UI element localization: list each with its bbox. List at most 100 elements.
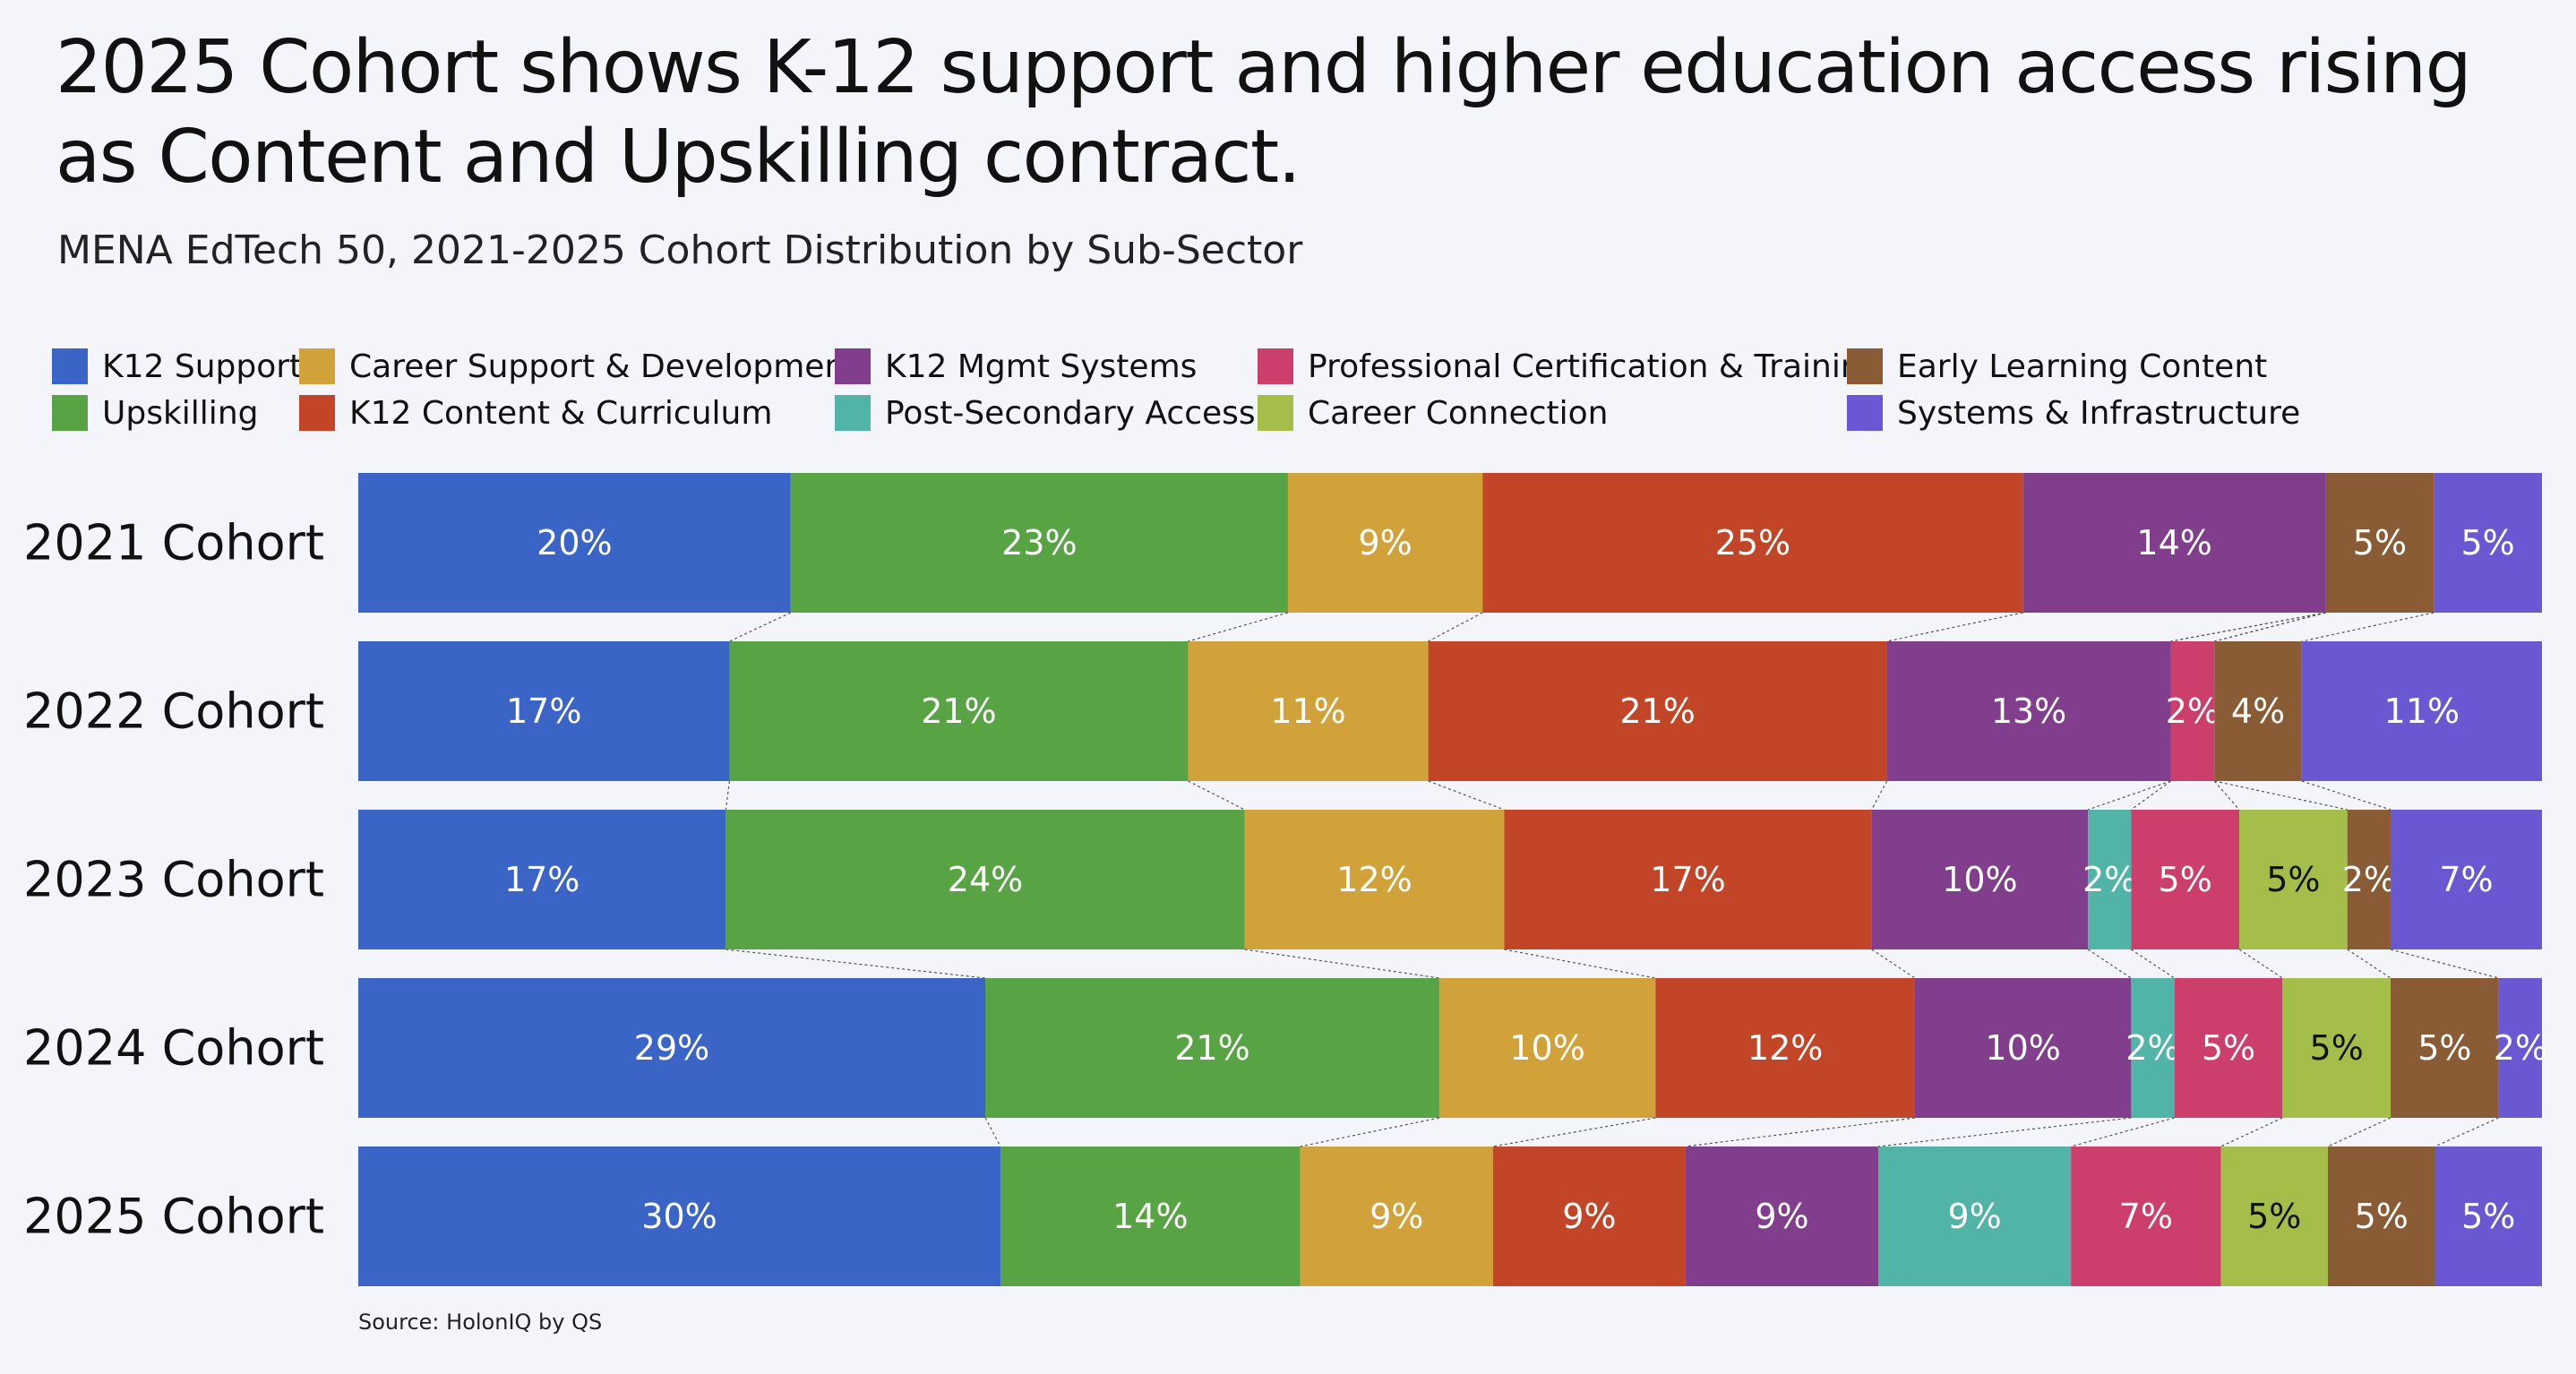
bar-value-label: 2% [2166, 691, 2220, 731]
legend-item-upskilling: Upskilling [52, 391, 258, 435]
connector-line [2131, 949, 2175, 979]
chart-subtitle: MENA EdTech 50, 2021-2025 Cohort Distrib… [57, 228, 1303, 273]
bar-segment [2301, 641, 2542, 781]
bar-value-label: 5% [2417, 1028, 2471, 1068]
bar-value-label: 5% [2247, 1197, 2301, 1236]
connector-line [1871, 780, 1888, 811]
connector-line [2070, 1117, 2175, 1147]
bar-value-label: 7% [2119, 1197, 2173, 1236]
connector-line [729, 612, 792, 642]
bar-segment [1000, 1146, 1301, 1286]
connector-line [1428, 780, 1505, 811]
connector-line [726, 949, 986, 979]
bar-segment [2391, 978, 2499, 1118]
legend-item-systems: Systems & Infrastructure [1847, 391, 2300, 435]
chart-legend: K12 Support Career Support & Development… [52, 340, 2524, 439]
legend-item-k12-mgmt: K12 Mgmt Systems [835, 344, 1197, 389]
bar-segment [2131, 978, 2175, 1118]
bar-value-label: 13% [1991, 691, 2066, 731]
bar-value-label: 17% [506, 691, 581, 731]
legend-swatch [52, 395, 88, 431]
connector-line [1685, 1117, 1916, 1147]
bar-segment [358, 641, 730, 781]
bar-value-label: 14% [2136, 523, 2211, 562]
legend-item-k12-content: K12 Content & Curriculum [299, 391, 772, 435]
bar-value-label: 12% [1747, 1028, 1823, 1068]
bar-segment [790, 473, 1288, 613]
bar-value-label: 14% [1112, 1197, 1188, 1236]
bar-value-label: 5% [2266, 860, 2320, 899]
bar-segment [1685, 1146, 1879, 1286]
connector-line [2131, 780, 2171, 811]
legend-item-prof-cert: Professional Certification & Training [1258, 344, 1882, 389]
bar-segment [2088, 810, 2132, 949]
bar-segment [1438, 978, 1656, 1118]
bar-value-label: 2% [2082, 860, 2136, 899]
connector-line [1428, 612, 1483, 642]
bar-segment [1878, 1146, 2072, 1286]
row-label: 2024 Cohort [23, 1020, 324, 1077]
connector-line [1886, 612, 2023, 642]
bar-value-label: 20% [537, 523, 612, 562]
bar-segment [1300, 1146, 1493, 1286]
bar-value-label: 2% [2342, 860, 2396, 899]
legend-label: Career Support & Development [349, 348, 858, 385]
connector-line [2087, 949, 2132, 979]
legend-label: K12 Mgmt Systems [885, 348, 1198, 385]
bar-segment [2071, 1146, 2221, 1286]
row-label: 2025 Cohort [23, 1189, 324, 1245]
bar-value-label: 5% [2353, 523, 2407, 562]
connector-line [1871, 949, 1916, 979]
connector-line [1877, 1117, 2132, 1147]
connector-line [1244, 949, 1440, 979]
connector-line [2170, 612, 2326, 642]
connector-line [1188, 612, 1289, 642]
bar-segment [2282, 978, 2391, 1118]
bar-value-label: 5% [2461, 523, 2515, 562]
bar-segment [1655, 978, 1915, 1118]
legend-label: Professional Certification & Training [1308, 348, 1882, 385]
bar-segment [1871, 810, 2089, 949]
bar-segment [1914, 978, 2132, 1118]
bar-segment [358, 978, 986, 1118]
bar-value-label: 29% [634, 1028, 709, 1068]
bar-segment [2325, 473, 2434, 613]
connector-line [2434, 1117, 2499, 1147]
legend-swatch [299, 395, 335, 431]
bar-value-label: 2% [2125, 1028, 2179, 1068]
bar-segment [358, 1146, 1001, 1286]
bar-segment [2239, 810, 2348, 949]
bar-value-label: 12% [1336, 860, 1412, 899]
bar-value-label: 10% [1509, 1028, 1584, 1068]
bar-segment [2434, 1146, 2542, 1286]
bar-value-label: 24% [948, 860, 1023, 899]
bar-segment [2214, 641, 2302, 781]
bar-segment [2022, 473, 2326, 613]
bar-value-label: 5% [2310, 1028, 2364, 1068]
bar-segment [1188, 641, 1429, 781]
bar-segment [2347, 810, 2391, 949]
legend-item-k12-support: K12 Support [52, 344, 302, 389]
legend-label: K12 Content & Curriculum [349, 394, 773, 432]
chart-title: 2025 Cohort shows K-12 support and highe… [56, 25, 2472, 200]
legend-swatch [1258, 348, 1293, 384]
bar-segment [2434, 473, 2542, 613]
connector-line [1504, 949, 1656, 979]
bar-value-label: 9% [1755, 1197, 1808, 1236]
bar-segment [358, 810, 726, 949]
connector-line [2220, 1117, 2283, 1147]
connector-line [2347, 949, 2391, 979]
bar-segment [1428, 641, 1887, 781]
legend-label: Post-Secondary Access [885, 394, 1256, 432]
connector-line [2238, 949, 2283, 979]
bar-value-label: 9% [1358, 523, 1412, 562]
bar-segment [729, 641, 1189, 781]
legend-swatch [835, 395, 871, 431]
bar-segment [2174, 978, 2283, 1118]
bar-segment [2498, 978, 2542, 1118]
bar-segment [2391, 810, 2542, 949]
legend-swatch [1847, 395, 1883, 431]
bar-value-label: 9% [1370, 1197, 1423, 1236]
bar-segment [1482, 473, 2023, 613]
bar-segment [1504, 810, 1872, 949]
